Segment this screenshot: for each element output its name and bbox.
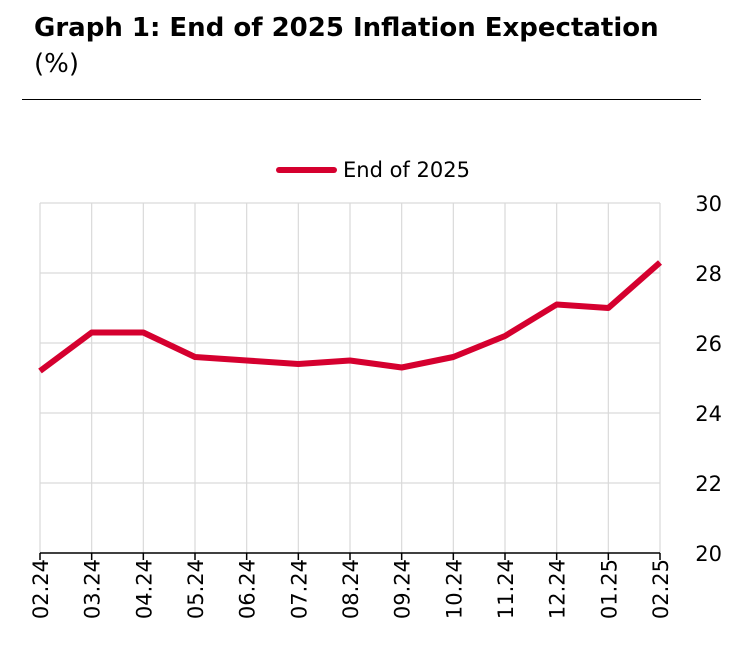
chart-axes: [39, 552, 661, 560]
x-tick-label-01.25: 01.25: [597, 559, 621, 619]
chart-grid: [39, 202, 661, 553]
x-tick-label-04.24: 04.24: [132, 559, 156, 619]
x-tick-label-05.24: 05.24: [184, 559, 208, 619]
y-axis-tick-labels: 20 22 24 26 28 30: [695, 192, 722, 566]
y-tick-label-26: 26: [695, 332, 722, 356]
chart-title: Graph 1: End of 2025 Inflation Expectati…: [34, 10, 694, 82]
y-tick-label-24: 24: [695, 402, 722, 426]
chart-legend: End of 2025: [276, 158, 470, 182]
x-tick-label-06.24: 06.24: [236, 559, 260, 619]
chart-series: [38, 260, 662, 374]
y-tick-label-22: 22: [695, 472, 722, 496]
x-tick-label-09.24: 09.24: [391, 559, 415, 619]
y-tick-label-28: 28: [695, 262, 722, 286]
x-tick-label-02.24: 02.24: [29, 559, 53, 619]
x-tick-label-07.24: 07.24: [287, 559, 311, 619]
x-tick-label-12.24: 12.24: [546, 559, 570, 619]
chart-title-unit: (%): [34, 49, 79, 79]
chart-title-text: Graph 1: End of 2025 Inflation Expectati…: [34, 13, 659, 43]
x-tick-label-08.24: 08.24: [339, 559, 363, 619]
x-axis-tick-labels: 02.24 03.24 04.24 05.24 06.24 07.24 08.24 09.24…: [29, 559, 673, 619]
title-divider: [22, 99, 701, 100]
x-tick-label-03.24: 03.24: [81, 559, 105, 619]
legend-label-end-of-2025: End of 2025: [343, 158, 470, 182]
x-tick-label-10.24: 10.24: [442, 559, 466, 619]
x-tick-label-11.24: 11.24: [494, 559, 518, 619]
x-tick-label-02.25: 02.25: [649, 559, 673, 619]
y-tick-label-30: 30: [695, 192, 722, 216]
y-tick-label-20: 20: [695, 542, 722, 566]
